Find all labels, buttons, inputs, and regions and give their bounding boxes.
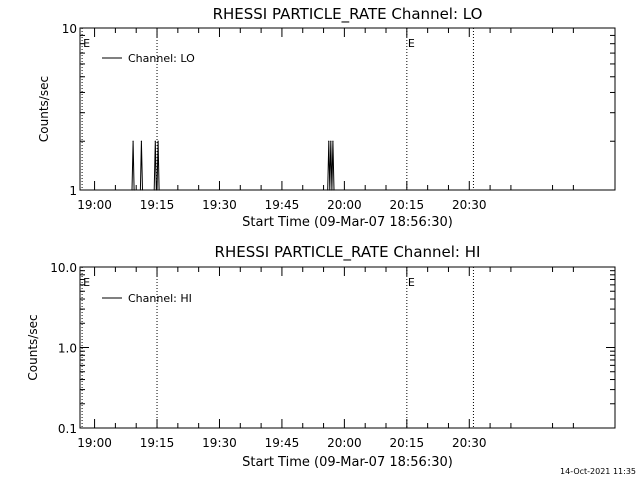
data-point (154, 140, 156, 142)
x-axis-label: Start Time (09-Mar-07 18:56:30) (242, 215, 453, 230)
data-point (329, 189, 331, 191)
event-marker-label: E (83, 37, 90, 50)
series-line-0 (131, 141, 335, 191)
x-tick-label: 20:00 (327, 436, 362, 450)
data-point (141, 189, 144, 191)
data-point (153, 189, 155, 191)
x-tick-label: 20:30 (452, 436, 487, 450)
legend-entry: Channel: HI (128, 292, 192, 305)
data-point (157, 140, 159, 142)
data-point (156, 189, 158, 191)
x-tick-label: 20:15 (390, 436, 425, 450)
x-tick-label: 20:00 (327, 198, 362, 212)
x-tick-label: 20:15 (390, 198, 425, 212)
data-point (328, 140, 330, 142)
data-point (331, 189, 333, 191)
event-marker-label: E (408, 37, 415, 50)
data-point (332, 140, 334, 142)
data-point (132, 140, 134, 142)
x-tick-label: 19:45 (265, 436, 300, 450)
chart-panel-lo: RHESSI PARTICLE_RATE Channel: LO Counts/s… (37, 5, 616, 230)
x-tick-label: 20:30 (452, 198, 487, 212)
y-tick-label: 10.0 (50, 261, 77, 275)
y-axis-label: Counts/sec (37, 76, 51, 142)
y-tick-label: 1 (69, 184, 77, 198)
x-tick-label: 19:15 (140, 198, 175, 212)
x-tick-label: 19:30 (202, 198, 237, 212)
x-tick-label: 19:00 (77, 436, 112, 450)
chart-title: RHESSI PARTICLE_RATE Channel: HI (215, 243, 481, 262)
event-marker-label: E (408, 276, 415, 289)
chart-title: RHESSI PARTICLE_RATE Channel: LO (213, 5, 483, 24)
data-point (140, 140, 143, 142)
x-axis-label: Start Time (09-Mar-07 18:56:30) (242, 455, 453, 470)
y-tick-label: 10 (62, 22, 77, 36)
x-tick-label: 19:45 (265, 198, 300, 212)
data-point (139, 189, 141, 191)
data-point (131, 189, 133, 191)
y-tick-label: 0.1 (58, 422, 77, 436)
footer-timestamp: 14-Oct-2021 11:35 (560, 467, 636, 476)
y-tick-label: 1.0 (58, 342, 77, 356)
data-point (330, 140, 332, 142)
y-axis-label: Counts/sec (26, 314, 40, 380)
x-tick-label: 19:00 (77, 198, 112, 212)
x-tick-label: 19:15 (140, 436, 175, 450)
data-point (327, 189, 329, 191)
x-tick-label: 19:30 (202, 436, 237, 450)
event-marker-label: E (83, 276, 90, 289)
legend-entry: Channel: LO (128, 52, 195, 65)
chart-panel-hi: RHESSI PARTICLE_RATE Channel: HI Counts/s… (26, 243, 616, 470)
data-point (333, 189, 335, 191)
data-point (158, 189, 160, 191)
plot-frame (79, 27, 616, 191)
data-point (133, 189, 135, 191)
